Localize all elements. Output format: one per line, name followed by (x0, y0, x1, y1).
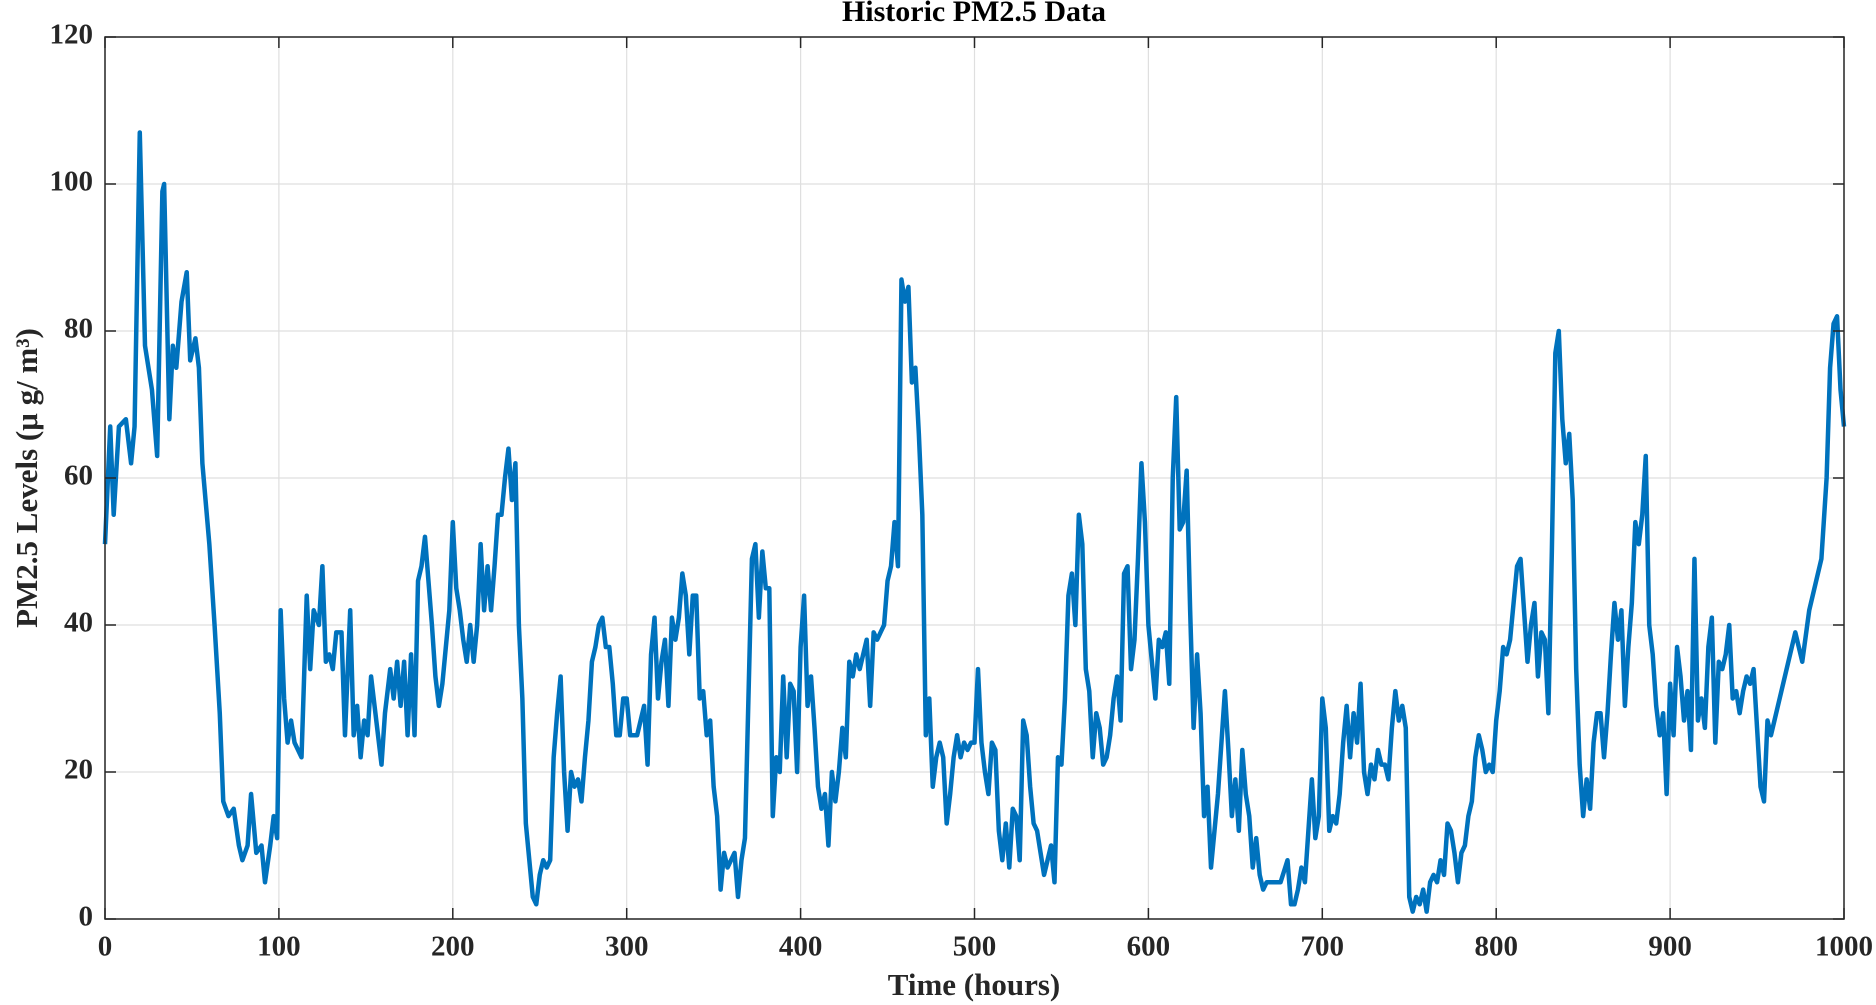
y-tick-label: 80 (64, 313, 93, 345)
data-line (102, 130, 1847, 914)
y-tick-label: 20 (64, 754, 93, 786)
y-tick-label: 100 (50, 166, 94, 198)
y-tick-label: 40 (64, 607, 93, 639)
x-tick-label: 500 (953, 931, 997, 963)
x-tick-label: 900 (1648, 931, 1692, 963)
chart-title: Historic PM2.5 Data (842, 0, 1106, 28)
x-tick-label: 0 (98, 931, 113, 963)
y-tick-label: 120 (50, 19, 94, 51)
x-tick-label: 700 (1301, 931, 1345, 963)
y-tick-label: 0 (79, 901, 94, 933)
y-axis-label: PM2.5 Levels (μ g/ m³) (9, 328, 44, 628)
x-tick-label: 100 (257, 931, 301, 963)
x-tick-label: 200 (431, 931, 475, 963)
x-tick-label: 400 (779, 931, 823, 963)
x-tick-label: 300 (605, 931, 649, 963)
x-axis-label: Time (hours) (888, 967, 1061, 1002)
x-tick-label: 600 (1127, 931, 1171, 963)
y-tick-label: 60 (64, 460, 93, 492)
x-tick-label: 800 (1474, 931, 1518, 963)
x-tick-label: 1000 (1815, 931, 1873, 963)
